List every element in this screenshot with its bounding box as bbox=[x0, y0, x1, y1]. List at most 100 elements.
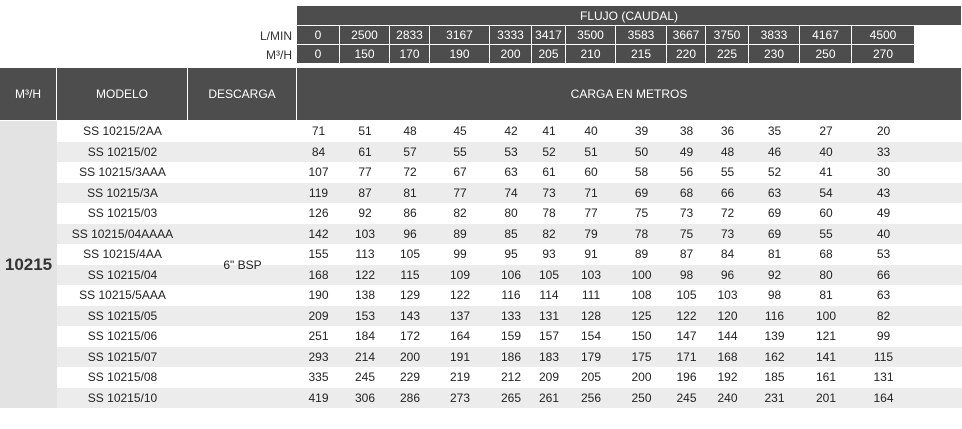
head-value: 240 bbox=[717, 390, 738, 405]
head-value: 150 bbox=[631, 329, 652, 344]
flow-m3h: 190 bbox=[430, 45, 490, 63]
head-value: 40 bbox=[876, 226, 891, 241]
flow-m3h: 220 bbox=[667, 45, 706, 63]
head-value: 120 bbox=[717, 308, 738, 323]
head-value: 52 bbox=[767, 165, 782, 180]
head-value: 256 bbox=[580, 390, 602, 405]
head-value: 144 bbox=[717, 329, 738, 344]
flow-lmin: 4167 bbox=[800, 26, 852, 44]
head-value: 82 bbox=[876, 308, 891, 323]
model: SS 10215/04 bbox=[87, 267, 158, 282]
head-value: 192 bbox=[717, 370, 738, 385]
model: SS 10215/10 bbox=[87, 390, 158, 405]
head-value: 122 bbox=[676, 308, 697, 323]
head-value: 273 bbox=[449, 390, 471, 405]
head-value: 200 bbox=[631, 370, 652, 385]
head-value: 38 bbox=[679, 124, 694, 139]
head-value: 78 bbox=[634, 226, 649, 241]
head-value: 80 bbox=[819, 267, 833, 282]
head-value: 250 bbox=[631, 390, 652, 405]
head-value: 72 bbox=[403, 165, 417, 180]
head-value: 71 bbox=[584, 185, 598, 200]
head-value: 245 bbox=[354, 370, 376, 385]
head-value: 168 bbox=[717, 349, 738, 364]
model: SS 10215/07 bbox=[87, 349, 158, 364]
head-value: 105 bbox=[676, 288, 697, 303]
col-header: DESCARGA bbox=[188, 68, 297, 120]
head-value: 63 bbox=[876, 288, 891, 303]
head-value: 69 bbox=[767, 226, 782, 241]
head-value: 116 bbox=[501, 288, 521, 303]
head-value: 78 bbox=[542, 206, 556, 221]
head-value: 293 bbox=[308, 349, 329, 364]
head-value: 106 bbox=[500, 267, 522, 282]
flow-lmin: 3750 bbox=[706, 26, 749, 44]
head-value: 114 bbox=[539, 288, 559, 303]
lmin-label: L/MIN bbox=[259, 28, 292, 43]
head-value: 55 bbox=[819, 226, 833, 241]
head-value: 212 bbox=[500, 370, 522, 385]
head-value: 49 bbox=[876, 206, 891, 221]
head-value: 93 bbox=[542, 247, 556, 262]
head-value: 87 bbox=[679, 247, 694, 262]
head-value: 175 bbox=[631, 349, 652, 364]
head-value: 121 bbox=[815, 329, 837, 344]
head-value: 251 bbox=[308, 329, 329, 344]
flow-lmin: 4500 bbox=[852, 26, 915, 44]
head-value: 419 bbox=[308, 390, 329, 405]
head-value: 46 bbox=[767, 144, 782, 159]
head-value: 98 bbox=[767, 288, 782, 303]
head-value: 128 bbox=[580, 308, 602, 323]
descarga: 6" BSP bbox=[223, 257, 262, 272]
head-value: 265 bbox=[500, 390, 522, 405]
head-value: 191 bbox=[449, 349, 471, 364]
col-header: CARGA EN METROS bbox=[297, 68, 962, 120]
head-value: 54 bbox=[819, 185, 833, 200]
row-bg bbox=[57, 141, 962, 162]
head-value: 48 bbox=[403, 124, 417, 139]
head-value: 190 bbox=[308, 288, 329, 303]
head-value: 183 bbox=[538, 349, 560, 364]
head-value: 116 bbox=[764, 308, 785, 323]
head-value: 67 bbox=[453, 165, 467, 180]
head-value: 335 bbox=[308, 370, 329, 385]
head-value: 96 bbox=[403, 226, 417, 241]
head-value: 82 bbox=[542, 226, 556, 241]
head-value: 36 bbox=[720, 124, 735, 139]
head-value: 92 bbox=[767, 267, 782, 282]
model: SS 10215/4AA bbox=[83, 247, 162, 262]
head-value: 86 bbox=[403, 206, 417, 221]
head-value: 186 bbox=[500, 349, 522, 364]
col-header: MODELO bbox=[57, 68, 188, 120]
head-value: 111 bbox=[581, 288, 601, 303]
head-value: 179 bbox=[580, 349, 602, 364]
head-value: 161 bbox=[815, 370, 837, 385]
head-value: 55 bbox=[720, 165, 735, 180]
head-value: 196 bbox=[676, 370, 697, 385]
head-value: 184 bbox=[354, 329, 376, 344]
head-value: 125 bbox=[631, 308, 652, 323]
head-value: 154 bbox=[580, 329, 602, 344]
head-value: 245 bbox=[676, 390, 697, 405]
flow-m3h: 270 bbox=[852, 45, 915, 63]
head-value: 89 bbox=[634, 247, 649, 262]
head-value: 72 bbox=[720, 206, 735, 221]
head-value: 162 bbox=[764, 349, 785, 364]
flow-lmin: 3583 bbox=[616, 26, 667, 44]
head-value: 159 bbox=[500, 329, 522, 344]
head-value: 113 bbox=[355, 247, 375, 262]
head-value: 53 bbox=[876, 247, 891, 262]
head-value: 153 bbox=[354, 308, 376, 323]
head-value: 96 bbox=[720, 267, 735, 282]
model: SS 10215/2AA bbox=[83, 124, 162, 139]
head-value: 57 bbox=[403, 144, 417, 159]
head-value: 91 bbox=[584, 247, 598, 262]
head-value: 66 bbox=[720, 185, 735, 200]
head-value: 209 bbox=[538, 370, 560, 385]
head-value: 39 bbox=[634, 124, 649, 139]
row-bg bbox=[57, 387, 962, 408]
head-value: 73 bbox=[542, 185, 556, 200]
head-value: 85 bbox=[504, 226, 518, 241]
flow-lmin: 2833 bbox=[390, 26, 430, 44]
head-value: 201 bbox=[815, 390, 837, 405]
